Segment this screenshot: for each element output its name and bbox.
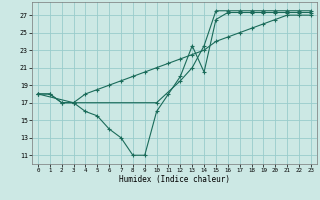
X-axis label: Humidex (Indice chaleur): Humidex (Indice chaleur) <box>119 175 230 184</box>
